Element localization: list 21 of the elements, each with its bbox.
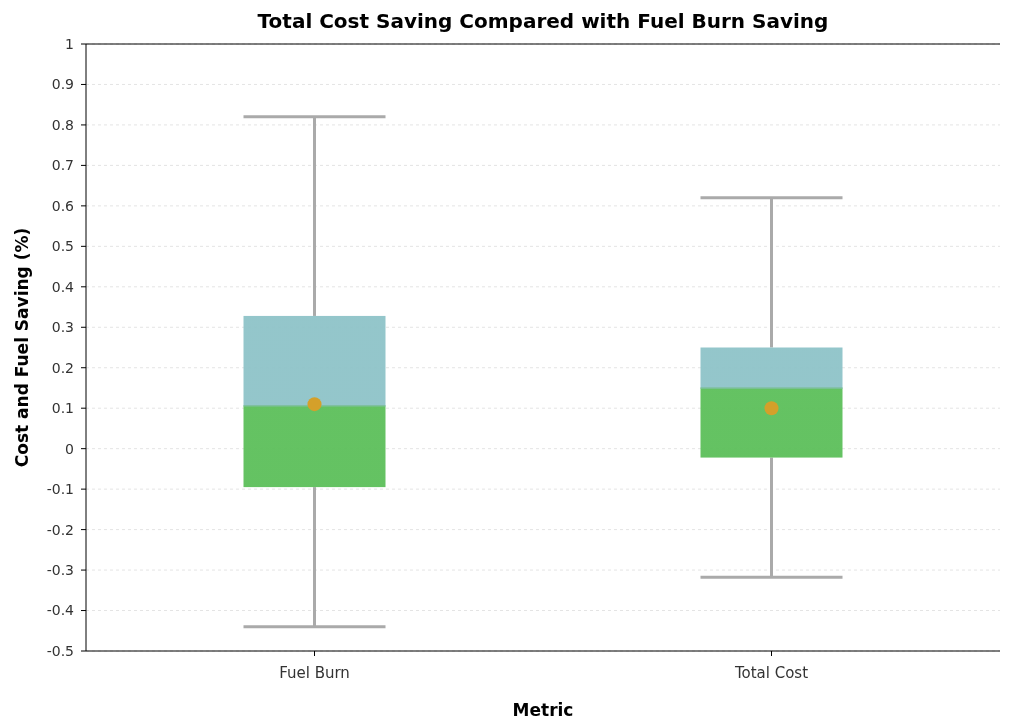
y-tick-label: 0.6 [51,197,75,214]
y-tick-label: -0.2 [46,521,74,538]
y-tick-label: 0.5 [51,238,74,255]
y-tick-label: 0.2 [51,359,74,376]
y-tick-label: -0.4 [46,602,75,619]
y-tick-label: 0.4 [51,278,75,295]
x-tick-label: Fuel Burn [279,664,350,682]
y-tick-label: 0.7 [51,157,74,174]
y-axis-title: Cost and Fuel Saving (%) [12,227,32,468]
x-axis-title: Metric [512,700,574,720]
y-tick-label: 0 [65,440,74,457]
y-tick-label: -0.1 [46,481,74,498]
y-tick-label: 0.8 [51,116,74,133]
y-tick-label: -0.5 [46,642,74,659]
x-tick-label: Total Cost [733,664,809,682]
y-tick-label: 0.3 [51,319,74,336]
y-tick-label: -0.3 [46,561,74,578]
y-tick-label: 0.1 [51,400,74,417]
y-tick-label: 0.9 [51,76,74,93]
y-tick-label: 1 [65,35,74,52]
chart-title: Total Cost Saving Compared with Fuel Burn Saving [257,9,829,33]
